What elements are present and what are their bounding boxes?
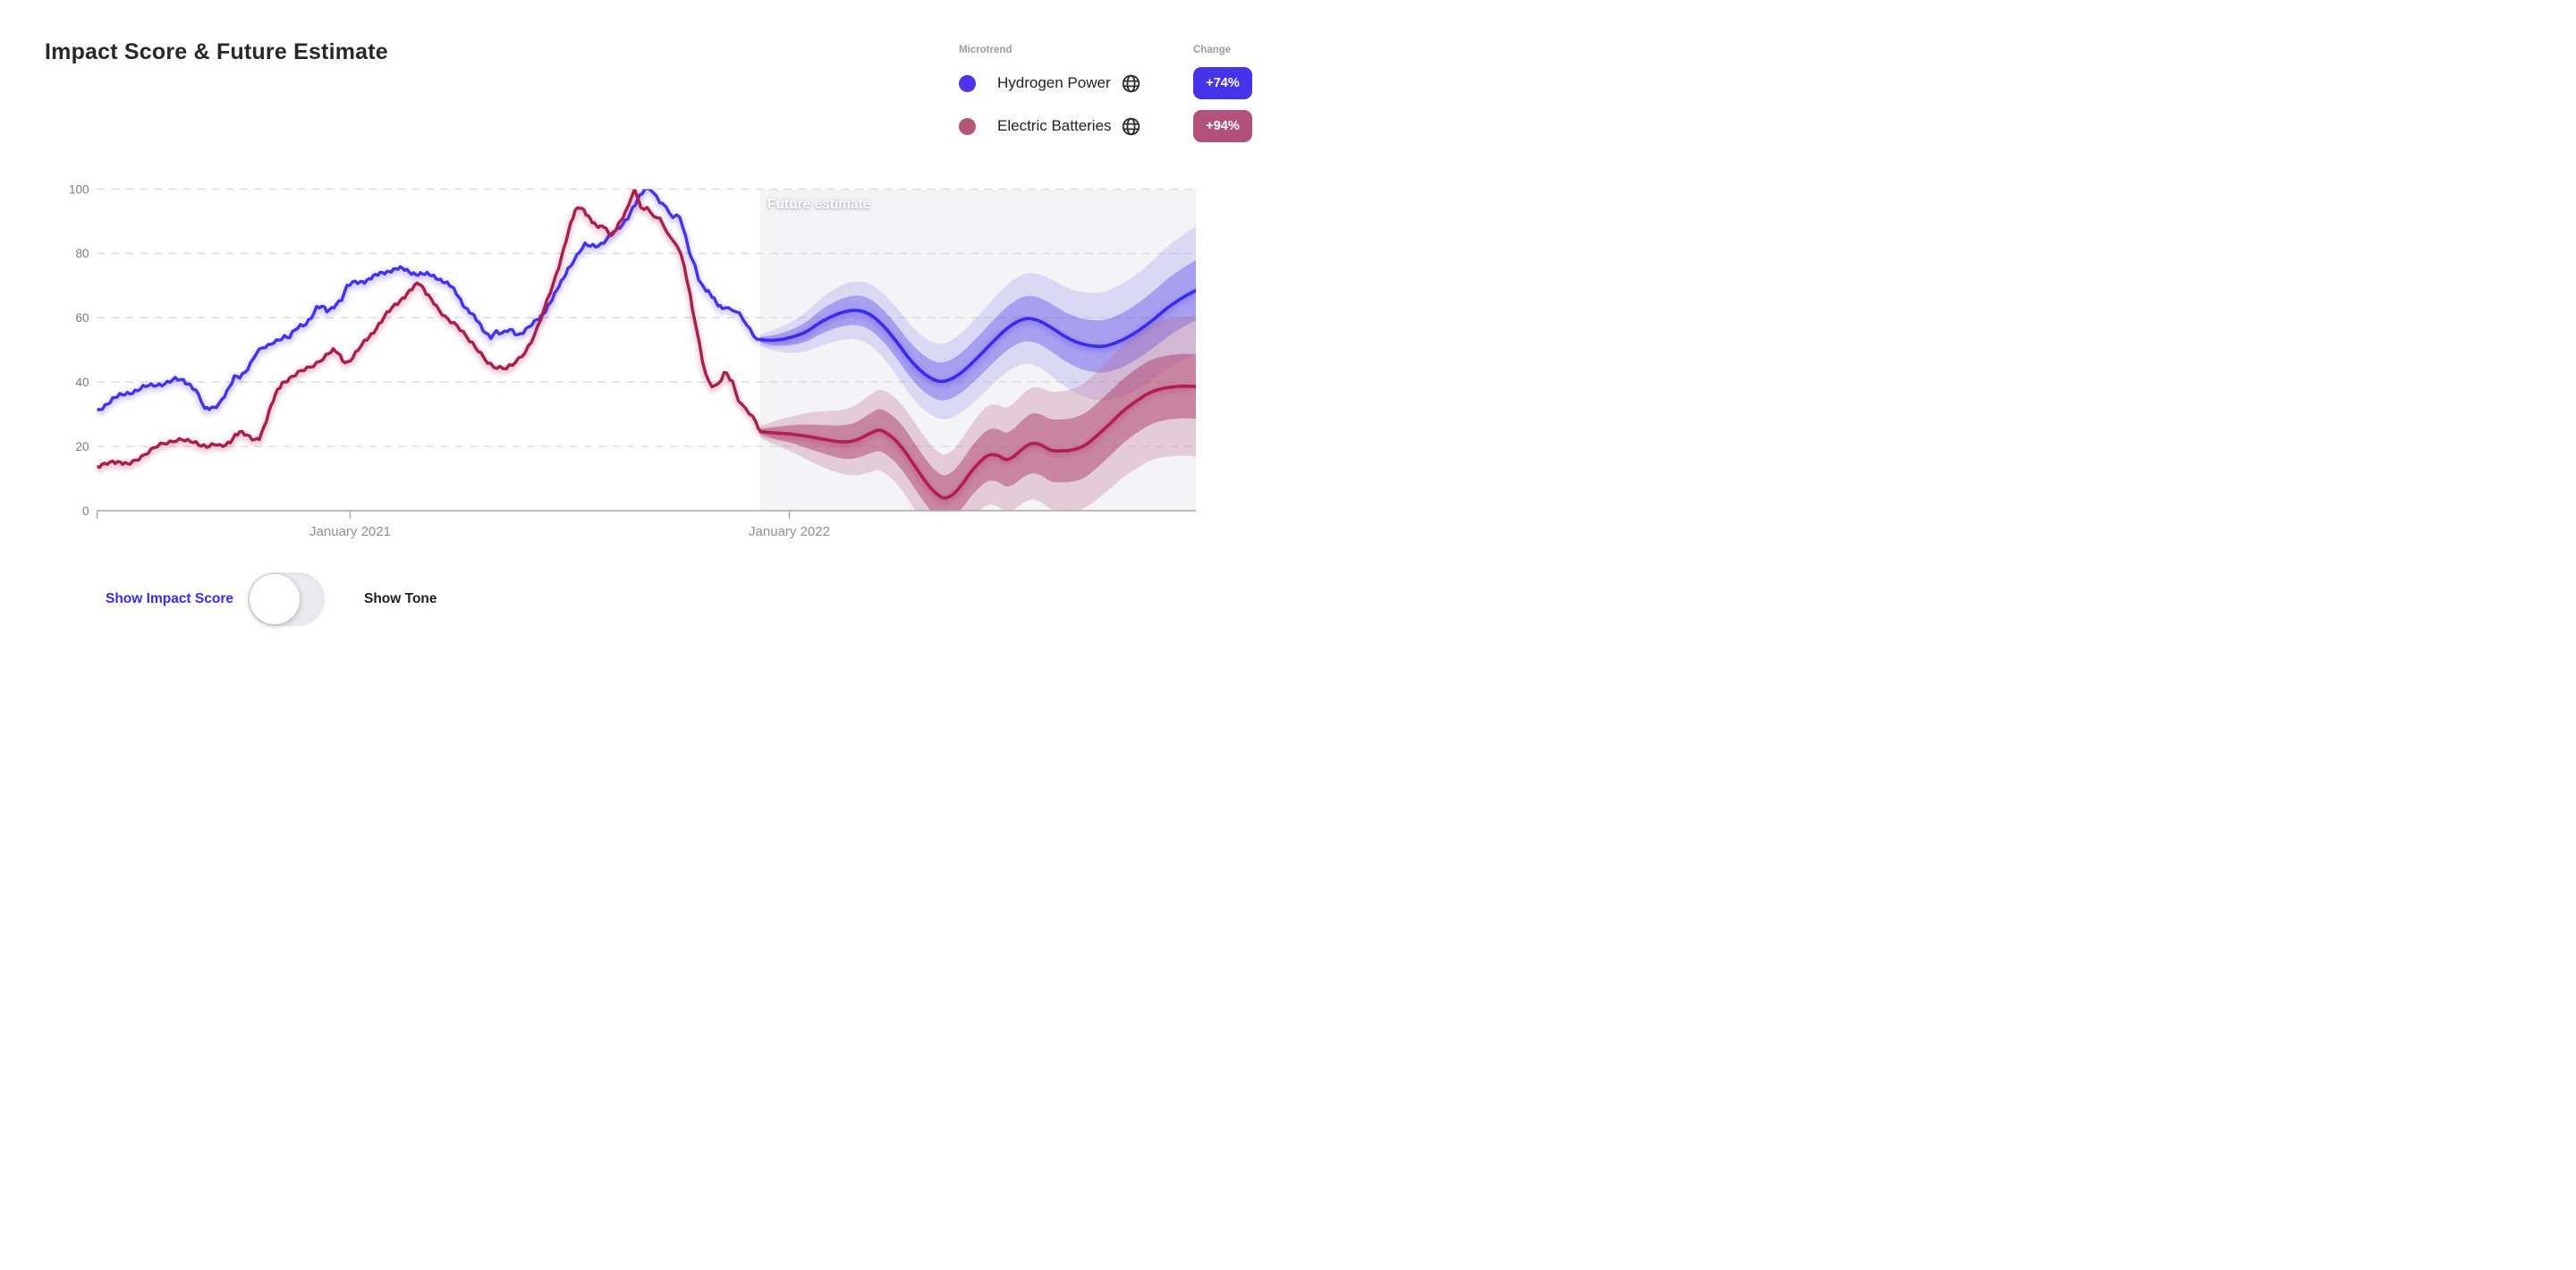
- hydrogen-power-outer-band: [760, 225, 1196, 419]
- x-tick-label: January 2021: [309, 524, 391, 539]
- future-estimate-label: Future estimate: [767, 197, 871, 212]
- y-tick-label: 60: [75, 311, 89, 325]
- toggle-left-label[interactable]: Show Impact Score: [106, 591, 233, 606]
- y-tick-label: 20: [75, 440, 89, 453]
- change-badge: +94%: [1193, 110, 1252, 142]
- app-root: Impact Score & Future Estimate 0 20 40 60 80…: [0, 0, 1288, 635]
- change-badge: +74%: [1193, 67, 1252, 99]
- x-tick-label: January 2022: [749, 524, 830, 539]
- legend-item-label: Electric Batteries: [997, 117, 1112, 134]
- y-tick-label: 40: [75, 376, 89, 389]
- toggle-right-label[interactable]: Show Tone: [363, 591, 437, 606]
- electric-batteries-outer-band: [760, 316, 1196, 511]
- legend-row-electric-batteries[interactable]: Electric Batteries: [959, 110, 1254, 142]
- hydrogen-power-inner-band: [760, 259, 1196, 401]
- electric-batteries-history-line: [97, 189, 762, 470]
- chart: 0 20 40 60 80 100 January 2021 January 2022 Fut…: [0, 0, 1288, 635]
- legend-change-header: Change: [1193, 45, 1232, 55]
- electric-batteries-inner-band: [760, 353, 1196, 511]
- future-estimate-panel: [760, 189, 1196, 511]
- legend-item-label: Hydrogen Power: [997, 74, 1111, 91]
- legend-row-hydrogen-power[interactable]: Hydrogen Power: [959, 67, 1254, 99]
- series-dot: [959, 117, 976, 135]
- toggle-switch[interactable]: [247, 572, 325, 626]
- globe-icon[interactable]: [1121, 73, 1141, 94]
- trend-chart-svg: 0 20 40 60 80 100 January 2021 January 2022: [69, 182, 1196, 539]
- page-title: Impact Score & Future Estimate: [45, 39, 388, 64]
- display-mode-toggle-row: Show Impact Score Show Tone: [106, 571, 437, 628]
- hydrogen-power-forecast-line: [758, 288, 1196, 384]
- y-tick-label: 80: [75, 247, 89, 260]
- electric-batteries-forecast-line: [758, 385, 1196, 500]
- series-dot: [959, 74, 976, 92]
- toggle-knob[interactable]: [249, 574, 300, 624]
- globe-icon[interactable]: [1121, 116, 1141, 137]
- y-tick-label: 0: [82, 504, 89, 518]
- y-tick-label: 100: [69, 182, 89, 196]
- legend-microtrend-header: Microtrend: [959, 45, 1013, 55]
